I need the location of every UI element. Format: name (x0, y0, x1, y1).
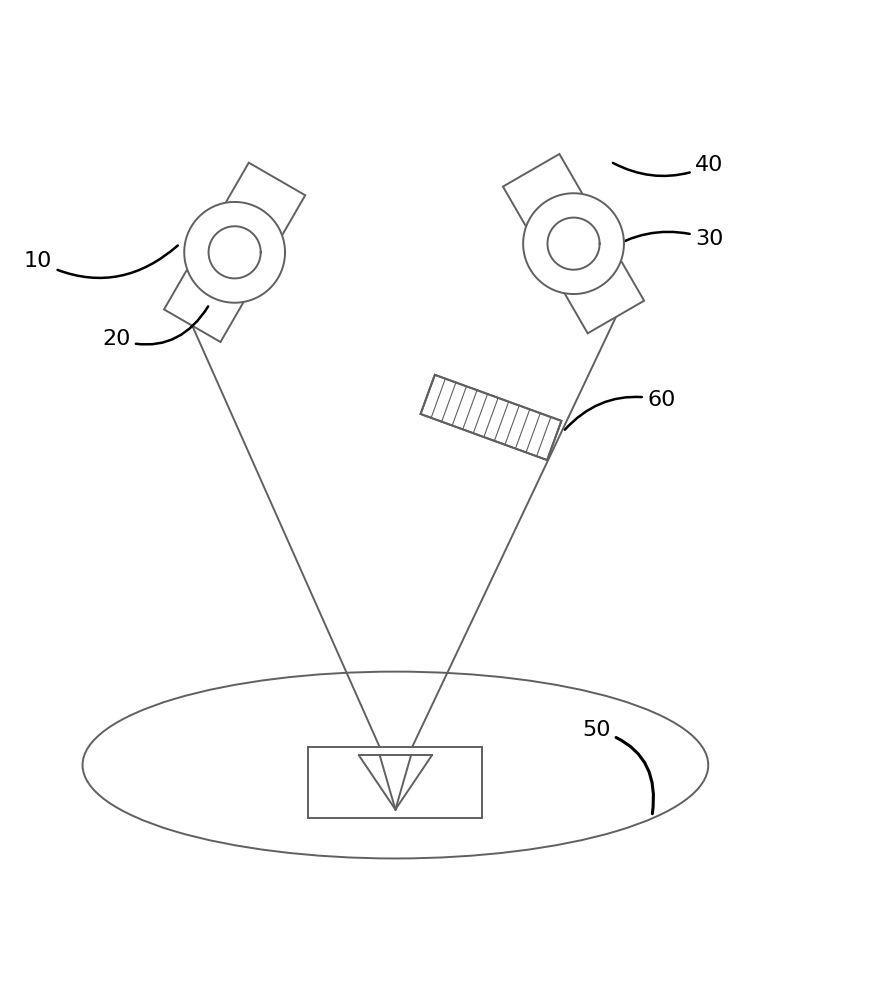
Polygon shape (503, 154, 644, 333)
Bar (308, 747, 482, 818)
Text: 10: 10 (23, 245, 178, 278)
Polygon shape (421, 375, 561, 460)
Text: 30: 30 (607, 229, 724, 251)
Text: 60: 60 (565, 390, 676, 430)
Polygon shape (184, 202, 285, 303)
Polygon shape (547, 218, 600, 270)
Text: 20: 20 (102, 306, 209, 349)
Polygon shape (209, 226, 261, 278)
Text: 50: 50 (582, 720, 653, 814)
Polygon shape (523, 193, 624, 294)
Text: 40: 40 (613, 155, 724, 176)
Polygon shape (164, 163, 305, 342)
